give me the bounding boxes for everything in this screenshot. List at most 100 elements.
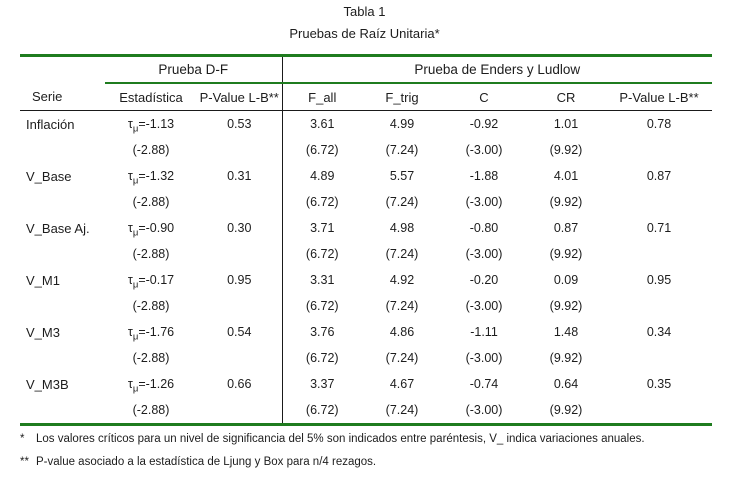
group-header-prueba-df: Prueba D-F — [105, 55, 282, 84]
df-pvalue-empty-cell — [197, 397, 282, 425]
f-all-critical-cell: (6.72) — [281, 293, 362, 319]
series-critical-row: (-2.88) (6.72) (7.24) (-3.00) (9.92) — [20, 189, 712, 215]
f-all-critical-cell: (6.72) — [281, 189, 362, 215]
cr-cell: 0.09 — [553, 273, 579, 287]
column-header-serie: Serie — [20, 83, 105, 111]
el-pvalue-cell: 0.35 — [646, 377, 672, 391]
column-header-pvalue-lb-el: P-Value L-B** — [606, 83, 713, 111]
cr-cell: 0.64 — [553, 377, 579, 391]
group-header-spacer — [20, 56, 105, 84]
f-all-critical-cell: (6.72) — [281, 137, 362, 163]
df-pvalue-cell: 0.53 — [227, 117, 252, 131]
c-cell: -1.11 — [470, 325, 498, 339]
column-header-row: Serie Estadística P-Value L-B** F_all F_… — [20, 83, 713, 111]
footnote-2-text: P-value asociado a la estadística de Lju… — [36, 456, 377, 468]
series-value-row: V_M3 τμ=-1.76 0.54 3.76 4.86 -1.11 1.48 0.34 — [20, 319, 712, 345]
c-cell: -0.80 — [469, 221, 499, 235]
series-value-row: Inflación τμ=-1.13 0.53 3.61 4.99 -0.92 1.01 0.… — [20, 110, 712, 137]
f-all-critical-cell: (6.72) — [281, 241, 362, 267]
df-pvalue-cell: 0.66 — [227, 377, 252, 391]
footnote-1-text: Los valores críticos para un nivel de si… — [36, 433, 645, 445]
f-all-cell: 3.37 — [281, 371, 362, 397]
df-statistic-cell: τμ=-1.13 — [127, 117, 175, 135]
cr-critical-cell: (9.92) — [549, 247, 583, 261]
f-trig-critical-cell: (7.24) — [385, 143, 419, 157]
c-critical-cell: (-3.00) — [465, 195, 503, 209]
df-pvalue-empty-cell — [197, 293, 282, 319]
serie-empty-cell — [20, 241, 105, 267]
series-critical-row: (-2.88) (6.72) (7.24) (-3.00) (9.92) — [20, 397, 712, 425]
series-value-row: V_Base τμ=-1.32 0.31 4.89 5.57 -1.88 4.01 0.87 — [20, 163, 712, 189]
cr-critical-cell: (9.92) — [549, 351, 583, 365]
serie-empty-cell — [20, 345, 105, 371]
cr-critical-cell: (9.92) — [549, 299, 583, 313]
serie-cell: V_M3 — [26, 324, 60, 340]
c-critical-cell: (-3.00) — [465, 351, 503, 365]
f-trig-critical-cell: (7.24) — [385, 195, 419, 209]
c-cell: -0.74 — [469, 377, 499, 391]
footnote-ljung-box: ** P-value asociado a la estadística de … — [20, 455, 722, 469]
f-all-cell: 3.31 — [281, 267, 362, 293]
serie-cell: V_Base Aj. — [26, 220, 90, 236]
df-statistic-cell: τμ=-1.76 — [127, 325, 175, 343]
serie-cell: V_M3B — [26, 376, 69, 392]
df-statistic-cell: τμ=-0.90 — [127, 221, 175, 239]
c-cell: -1.88 — [469, 169, 499, 183]
df-statistic-cell: τμ=-0.17 — [127, 273, 175, 291]
df-statistic-cell: τμ=-1.26 — [127, 377, 175, 395]
c-critical-cell: (-3.00) — [465, 299, 503, 313]
df-statistic-critical-cell: (-2.88) — [132, 403, 170, 417]
unit-root-test-table: Prueba D-F Prueba de Enders y Ludlow Ser… — [20, 54, 713, 426]
c-cell: -0.92 — [469, 117, 499, 131]
cr-cell: 1.01 — [553, 117, 579, 131]
column-header-c: C — [442, 83, 526, 111]
series-value-row: V_Base Aj. τμ=-0.90 0.30 3.71 4.98 -0.80 0.87 0… — [20, 215, 712, 241]
f-trig-cell: 5.57 — [389, 169, 415, 183]
column-header-pvalue-lb-df: P-Value L-B** — [197, 83, 282, 111]
df-pvalue-empty-cell — [197, 189, 282, 215]
serie-empty-cell — [20, 137, 105, 163]
f-trig-critical-cell: (7.24) — [385, 403, 419, 417]
c-cell: -0.20 — [469, 273, 499, 287]
df-statistic-critical-cell: (-2.88) — [132, 351, 170, 365]
series-critical-row: (-2.88) (6.72) (7.24) (-3.00) (9.92) — [20, 137, 712, 163]
footnote-2-marker: ** — [20, 456, 29, 468]
group-header-enders-ludlow: Prueba de Enders y Ludlow — [281, 55, 713, 84]
el-pvalue-empty-cell — [606, 241, 712, 267]
f-trig-critical-cell: (7.24) — [385, 247, 419, 261]
c-critical-cell: (-3.00) — [465, 403, 503, 417]
f-trig-cell: 4.92 — [389, 273, 415, 287]
f-trig-critical-cell: (7.24) — [385, 299, 419, 313]
column-header-f-trig: F_trig — [362, 83, 442, 111]
cr-cell: 0.87 — [553, 221, 579, 235]
series-critical-row: (-2.88) (6.72) (7.24) (-3.00) (9.92) — [20, 241, 712, 267]
el-pvalue-empty-cell — [606, 137, 712, 163]
table-body: Inflación τμ=-1.13 0.53 3.61 4.99 -0.92 1.01 0.… — [20, 110, 712, 425]
df-statistic-critical-cell: (-2.88) — [132, 143, 170, 157]
f-all-cell: 3.61 — [281, 110, 362, 137]
cr-cell: 4.01 — [553, 169, 579, 183]
el-pvalue-cell: 0.78 — [646, 117, 672, 131]
f-trig-cell: 4.86 — [389, 325, 415, 339]
df-pvalue-empty-cell — [197, 241, 282, 267]
df-pvalue-empty-cell — [197, 345, 282, 371]
c-critical-cell: (-3.00) — [465, 143, 503, 157]
df-statistic-cell: τμ=-1.32 — [127, 169, 175, 187]
serie-cell: Inflación — [26, 116, 75, 132]
f-trig-cell: 4.67 — [389, 377, 415, 391]
series-value-row: V_M3B τμ=-1.26 0.66 3.37 4.67 -0.74 0.64 0.35 — [20, 371, 712, 397]
df-pvalue-cell: 0.30 — [227, 221, 252, 235]
column-header-cr: CR — [526, 83, 606, 111]
df-statistic-critical-cell: (-2.88) — [132, 247, 170, 261]
cr-critical-cell: (9.92) — [549, 143, 583, 157]
f-trig-critical-cell: (7.24) — [385, 351, 419, 365]
df-statistic-critical-cell: (-2.88) — [132, 195, 170, 209]
f-all-cell: 3.76 — [281, 319, 362, 345]
serie-cell: V_Base — [26, 168, 72, 184]
df-pvalue-cell: 0.31 — [227, 169, 252, 183]
el-pvalue-cell: 0.87 — [646, 169, 672, 183]
group-header-row: Prueba D-F Prueba de Enders y Ludlow — [20, 55, 713, 84]
serie-empty-cell — [20, 397, 105, 425]
footnote-critical-values: * Los valores críticos para un nivel de … — [20, 432, 722, 446]
